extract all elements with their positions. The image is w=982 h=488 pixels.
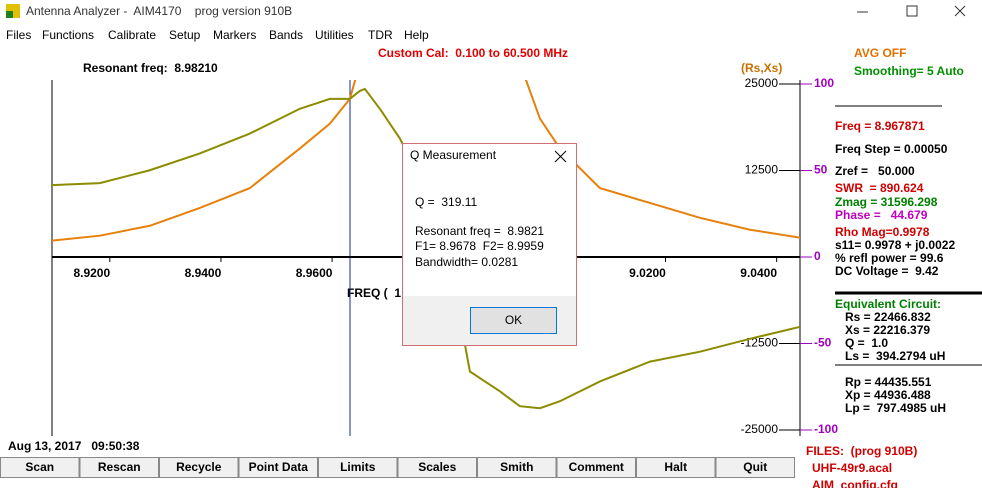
button[interactable] bbox=[715, 457, 795, 478]
readout: Freq Step = 0.00050 bbox=[835, 142, 948, 156]
menu-item[interactable]: Bands bbox=[269, 28, 303, 42]
readout: Xp = 44936.488 bbox=[845, 388, 931, 402]
button[interactable] bbox=[159, 457, 239, 478]
button-label[interactable]: Halt bbox=[664, 460, 687, 474]
dialog-text: Bandwidth= 0.0281 bbox=[415, 255, 518, 269]
readout: Rho Mag=0.9978 bbox=[835, 225, 930, 239]
smoothing-status: Smoothing= 5 Auto bbox=[854, 64, 964, 78]
button[interactable] bbox=[79, 457, 159, 478]
button-label[interactable]: Smith bbox=[500, 460, 533, 474]
readout: DC Voltage = 9.42 bbox=[835, 264, 939, 278]
close-button[interactable] bbox=[954, 5, 966, 17]
button[interactable] bbox=[477, 457, 557, 478]
dialog-text: F1= 8.9678 F2= 8.9959 bbox=[415, 239, 544, 253]
readout: Equivalent Circuit: bbox=[835, 297, 941, 311]
menu-item[interactable]: Utilities bbox=[315, 28, 354, 42]
readout: SWR = 890.624 bbox=[835, 181, 924, 195]
chart-subtitle: Resonant freq: 8.98210 bbox=[83, 61, 218, 75]
x-tick-label: 8.9200 bbox=[73, 266, 110, 280]
series-line bbox=[52, 80, 800, 242]
y-tick-label: -12500 bbox=[741, 336, 779, 350]
date-time: Aug 13, 2017 09:50:38 bbox=[8, 439, 140, 453]
button-label[interactable]: Recycle bbox=[176, 460, 222, 474]
y2-tick-label: 100 bbox=[814, 76, 834, 90]
menu-item[interactable]: Calibrate bbox=[108, 28, 156, 42]
x-tick-label: 8.9400 bbox=[185, 266, 222, 280]
x-tick-label: 8.9600 bbox=[296, 266, 333, 280]
file-entry: FILES: (prog 910B) bbox=[806, 444, 917, 458]
avg-status: AVG OFF bbox=[854, 46, 906, 60]
y2-tick-label: -50 bbox=[814, 336, 832, 350]
x-tick-label: 9.0400 bbox=[740, 266, 777, 280]
menu-item[interactable]: Setup bbox=[169, 28, 201, 42]
readout: Rs = 22466.832 bbox=[845, 310, 931, 324]
readout: Ls = 394.2794 uH bbox=[845, 349, 945, 363]
readout: Zmag = 31596.298 bbox=[835, 195, 938, 209]
y2-tick-label: -100 bbox=[814, 422, 838, 436]
readout: % refl power = 99.6 bbox=[835, 251, 944, 265]
button[interactable] bbox=[397, 457, 477, 478]
menu-item[interactable]: Files bbox=[6, 28, 31, 42]
readout: Q = 1.0 bbox=[845, 336, 888, 350]
y2-tick-label: 50 bbox=[814, 163, 828, 177]
dialog-close[interactable] bbox=[554, 150, 567, 163]
chart-title: Custom Cal: 0.100 to 60.500 MHz bbox=[378, 46, 568, 60]
button[interactable] bbox=[318, 457, 398, 478]
readout: Xs = 22216.379 bbox=[845, 323, 930, 337]
button-bar: Scan Rescan Recycle Point Data Limits Scales S… bbox=[0, 457, 795, 478]
maximize-button[interactable] bbox=[906, 5, 918, 17]
readout: Lp = 797.4985 uH bbox=[845, 401, 946, 415]
y-tick-label: -25000 bbox=[741, 422, 779, 436]
menu-item[interactable]: Help bbox=[404, 28, 429, 42]
y-tick-label: 12500 bbox=[745, 163, 779, 177]
button-label[interactable]: Limits bbox=[340, 460, 376, 474]
readout: Freq = 8.967871 bbox=[835, 119, 925, 133]
button-label[interactable]: Comment bbox=[569, 460, 624, 474]
app-icon-part bbox=[6, 11, 13, 18]
menu-item[interactable]: Functions bbox=[42, 28, 94, 42]
x-tick-label: 9.0200 bbox=[629, 266, 666, 280]
menu-item[interactable]: TDR bbox=[368, 28, 393, 42]
readout: s11= 0.9978 + j0.0022 bbox=[835, 238, 955, 252]
readout: Rp = 44435.551 bbox=[845, 375, 932, 389]
readout-panel: AVG OFF Smoothing= 5 Auto Aug 13, 2017 0… bbox=[8, 46, 982, 488]
menu-item[interactable]: Markers bbox=[213, 28, 256, 42]
readout: Phase = 44.679 bbox=[835, 208, 928, 222]
dialog-text: Resonant freq = 8.9821 bbox=[415, 224, 544, 238]
menu-bar: Files Functions Calibrate Setup Markers Bands… bbox=[6, 28, 429, 42]
dialog-text: Q = 319.11 bbox=[415, 195, 477, 209]
ok-button[interactable] bbox=[470, 307, 557, 334]
button-label[interactable]: Scales bbox=[418, 460, 456, 474]
button[interactable] bbox=[238, 457, 318, 478]
y-tick-label: 25000 bbox=[745, 76, 779, 90]
y2-tick-label: 0 bbox=[814, 249, 821, 263]
title-bar: Antenna Analyzer - AIM4170 prog version … bbox=[6, 4, 966, 18]
legend: (Rs,Xs) bbox=[741, 61, 782, 75]
button[interactable] bbox=[636, 457, 716, 478]
dialog-title: Q Measurement bbox=[410, 148, 497, 162]
file-entry: UHF-49r9.acal bbox=[812, 461, 892, 475]
ok-button-label[interactable]: OK bbox=[505, 313, 522, 327]
readout: Zref = 50.000 bbox=[835, 164, 915, 178]
button[interactable] bbox=[556, 457, 636, 478]
x-axis-label: FREQ ( 1 bbox=[347, 286, 401, 300]
file-entry: AIM_config.cfg bbox=[812, 478, 898, 488]
window-title: Antenna Analyzer - AIM4170 prog version … bbox=[26, 4, 292, 18]
button-label[interactable]: Point Data bbox=[249, 460, 309, 474]
button-label[interactable]: Scan bbox=[25, 460, 54, 474]
button-label[interactable]: Rescan bbox=[98, 460, 141, 474]
q-dialog: Q Measurement Q = 319.11 Resonant freq = … bbox=[402, 143, 577, 346]
button-label[interactable]: Quit bbox=[743, 460, 767, 474]
button[interactable] bbox=[0, 457, 80, 478]
